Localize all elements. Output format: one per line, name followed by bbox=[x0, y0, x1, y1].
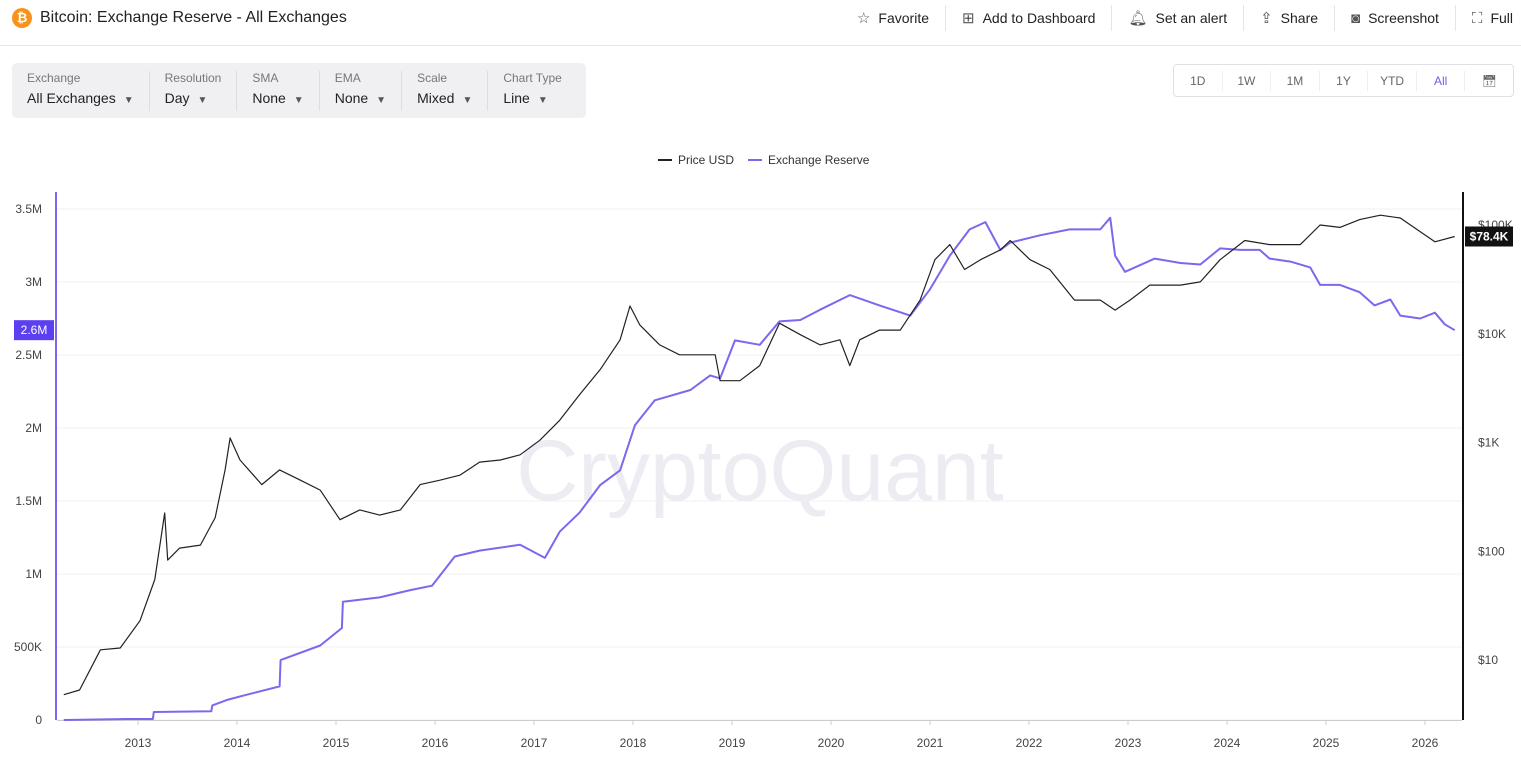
time-range-selector: 1D 1W 1M 1Y YTD All 📅︎ bbox=[1173, 64, 1514, 97]
current-reserve-badge bbox=[14, 320, 54, 341]
favorite-label: Favorite bbox=[878, 10, 929, 26]
y-right-tick-label: $1K bbox=[1478, 436, 1499, 450]
range-1y[interactable]: 1Y bbox=[1320, 70, 1369, 91]
y-left-tick-label: 2.5M bbox=[15, 348, 42, 362]
x-tick-label: 2020 bbox=[818, 736, 845, 750]
legend-swatch bbox=[658, 159, 672, 161]
sma-select[interactable]: SMA None ▼ bbox=[237, 71, 320, 111]
range-1w[interactable]: 1W bbox=[1223, 70, 1272, 91]
y-right-tick-label: $10 bbox=[1478, 653, 1498, 667]
ema-label: EMA bbox=[334, 71, 361, 85]
range-all[interactable]: All bbox=[1417, 70, 1466, 91]
y-left-tick-label: 3.5M bbox=[15, 202, 42, 216]
caret-down-icon: ▼ bbox=[293, 95, 304, 106]
resolution-label: Resolution bbox=[164, 71, 222, 85]
caret-down-icon: ▼ bbox=[376, 95, 387, 106]
caret-down-icon: ▼ bbox=[197, 95, 208, 106]
bitcoin-icon: ₿ bbox=[12, 8, 32, 28]
y-left-tick-label: 1M bbox=[25, 567, 42, 581]
exchange-select[interactable]: Exchange All Exchanges ▼ bbox=[12, 71, 150, 111]
set-alert-button[interactable]: 🔔︎ Set an alert bbox=[1112, 5, 1245, 31]
x-tick-label: 2021 bbox=[917, 736, 944, 750]
scale-value: Mixed bbox=[417, 90, 455, 106]
y-right-tick-label: $10K bbox=[1478, 327, 1506, 341]
legend-swatch bbox=[748, 159, 763, 161]
x-tick-label: 2019 bbox=[719, 736, 746, 750]
current-price-label: $78.4K bbox=[1470, 229, 1509, 243]
exchange-value: All Exchanges bbox=[27, 90, 116, 106]
range-ytd[interactable]: YTD bbox=[1368, 70, 1417, 91]
star-icon: ☆ bbox=[856, 10, 871, 27]
favorite-button[interactable]: ☆ Favorite bbox=[841, 5, 946, 31]
camera-icon: ◙ bbox=[1351, 9, 1361, 27]
y-left-tick-label: 2M bbox=[25, 421, 42, 435]
scale-label: Scale bbox=[417, 71, 448, 85]
screenshot-button[interactable]: ◙ Screenshot bbox=[1335, 5, 1456, 31]
add-to-dashboard-label: Add to Dashboard bbox=[982, 10, 1096, 26]
price-usd-line bbox=[63, 214, 1455, 696]
chart-type-value: Line bbox=[503, 90, 530, 106]
calendar-icon: 📅︎ bbox=[1481, 73, 1497, 88]
watermark: CryptoQuant bbox=[516, 423, 1004, 519]
current-reserve-label: 2.6M bbox=[21, 323, 48, 337]
x-tick-label: 2016 bbox=[422, 736, 449, 750]
range-1d[interactable]: 1D bbox=[1174, 70, 1223, 91]
add-to-dashboard-button[interactable]: ⊞ Add to Dashboard bbox=[946, 5, 1113, 31]
caret-down-icon: ▼ bbox=[462, 95, 473, 106]
calendar-button[interactable]: 📅︎ bbox=[1465, 71, 1513, 91]
range-1m[interactable]: 1M bbox=[1271, 70, 1320, 91]
fullscreen-button[interactable]: ⛶ Full bbox=[1456, 5, 1513, 31]
chart-options-toolbar: Exchange All Exchanges ▼ Resolution Day ▼ SM… bbox=[12, 63, 586, 118]
legend-reserve[interactable]: Exchange Reserve bbox=[748, 153, 869, 167]
x-tick-label: 2017 bbox=[521, 736, 548, 750]
caret-down-icon: ▼ bbox=[123, 95, 134, 106]
y-left-tick-label: 1.5M bbox=[15, 494, 42, 508]
current-price-badge bbox=[1465, 226, 1513, 247]
add-dashboard-icon: ⊞ bbox=[962, 10, 975, 27]
x-tick-label: 2025 bbox=[1313, 736, 1340, 750]
x-tick-label: 2014 bbox=[224, 736, 251, 750]
legend-label: Price USD bbox=[678, 153, 735, 167]
x-tick-label: 2026 bbox=[1412, 736, 1439, 750]
page-title: Bitcoin: Exchange Reserve - All Exchange… bbox=[40, 9, 347, 26]
ema-select[interactable]: EMA None ▼ bbox=[320, 71, 403, 111]
set-alert-label: Set an alert bbox=[1155, 10, 1228, 26]
resolution-select[interactable]: Resolution Day ▼ bbox=[150, 71, 238, 111]
scale-select[interactable]: Scale Mixed ▼ bbox=[402, 71, 489, 111]
y-left-tick-label: 3M bbox=[25, 275, 42, 289]
x-tick-label: 2013 bbox=[125, 736, 152, 750]
screenshot-label: Screenshot bbox=[1368, 10, 1439, 26]
exchange-label: Exchange bbox=[27, 71, 81, 85]
y-right-tick-label: $100 bbox=[1478, 544, 1505, 558]
share-label: Share bbox=[1280, 10, 1319, 26]
header: ₿ Bitcoin: Exchange Reserve - All Exchan… bbox=[0, 0, 1521, 46]
fullscreen-icon: ⛶ bbox=[1471, 9, 1483, 27]
x-tick-label: 2018 bbox=[620, 736, 647, 750]
x-tick-label: 2015 bbox=[323, 736, 350, 750]
x-tick-label: 2022 bbox=[1016, 736, 1043, 750]
legend-label: Exchange Reserve bbox=[768, 153, 870, 167]
y-right-tick-label: $100K bbox=[1478, 218, 1513, 232]
chart-type-label: Chart Type bbox=[503, 71, 562, 85]
sma-label: SMA bbox=[252, 71, 279, 85]
exchange-reserve-line bbox=[63, 216, 1456, 721]
chart-type-select[interactable]: Chart Type Line ▼ bbox=[488, 71, 576, 111]
x-tick-label: 2024 bbox=[1214, 736, 1241, 750]
x-tick-label: 2023 bbox=[1115, 736, 1142, 750]
resolution-value: Day bbox=[164, 90, 190, 106]
sma-value: None bbox=[252, 90, 286, 106]
ema-value: None bbox=[334, 90, 369, 106]
header-actions: ☆ Favorite ⊞ Add to Dashboard 🔔︎ Set an ale… bbox=[841, 4, 1513, 32]
fullscreen-label: Full bbox=[1490, 10, 1513, 26]
caret-down-icon: ▼ bbox=[537, 95, 548, 106]
share-button[interactable]: ⇪ Share bbox=[1244, 5, 1336, 31]
y-left-tick-label: 0 bbox=[35, 713, 42, 727]
share-icon: ⇪ bbox=[1260, 10, 1273, 27]
chart-legend: Price USD Exchange Reserve bbox=[658, 153, 869, 167]
y-left-tick-label: 500K bbox=[14, 640, 42, 654]
bell-icon: 🔔︎ bbox=[1128, 10, 1148, 27]
legend-price[interactable]: Price USD bbox=[658, 153, 734, 167]
